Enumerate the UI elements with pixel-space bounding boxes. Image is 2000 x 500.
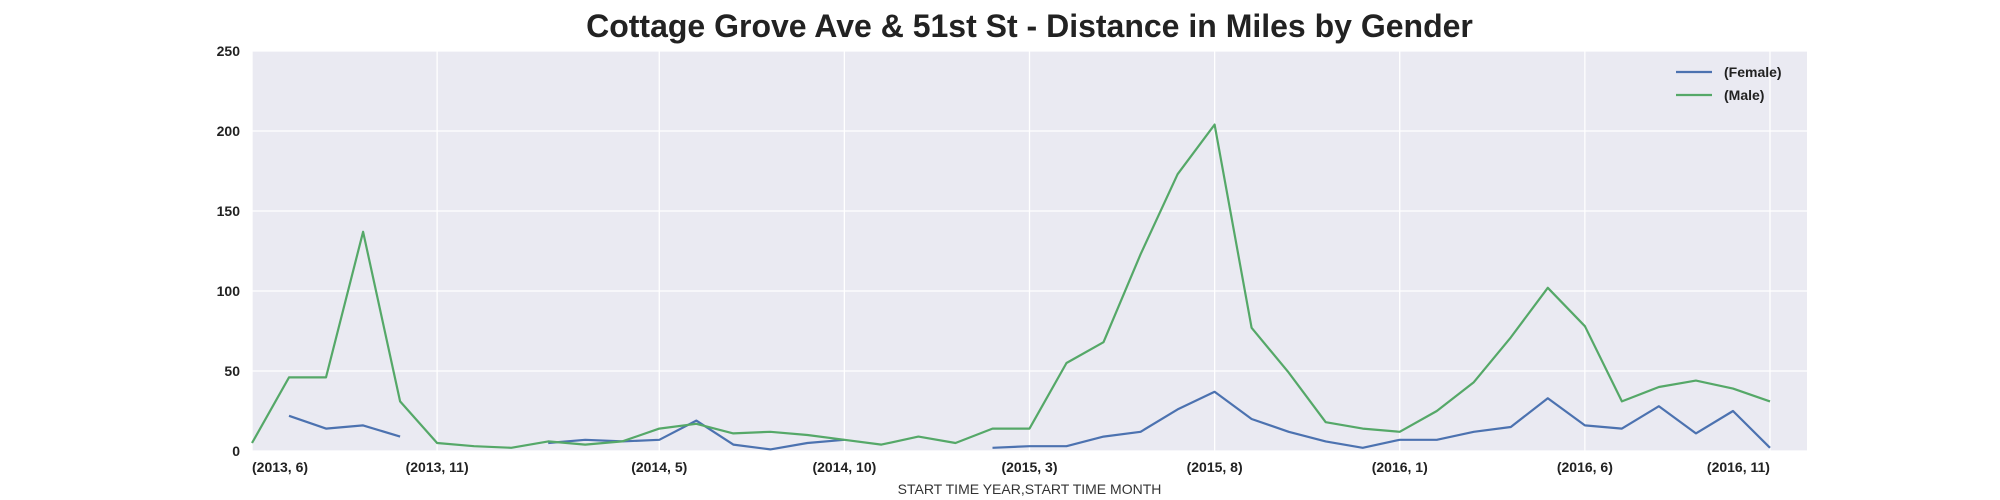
chart-title: Cottage Grove Ave & 51st St - Distance i… — [586, 8, 1473, 44]
x-tick-label: (2014, 10) — [812, 459, 876, 475]
y-tick-label-0: 0 — [232, 443, 240, 459]
x-tick-label: (2014, 5) — [631, 459, 687, 475]
series-1 — [251, 123, 1771, 449]
x-tick-label: (2015, 8) — [1187, 459, 1243, 475]
x-axis-ticks: (2013, 6) (2013, 11) (2014, 5) (2014, 10) (2… — [252, 459, 1770, 475]
y-tick-label-250: 250 — [217, 43, 241, 59]
x-tick-label: (2016, 6) — [1557, 459, 1613, 475]
x-axis-label: START TIME YEAR,START TIME MONTH — [897, 481, 1162, 497]
legend-label-0: (Female) — [1724, 64, 1782, 80]
x-tick-label: (2013, 11) — [406, 459, 469, 475]
y-tick-label-100: 100 — [217, 283, 241, 299]
legend-label-1: (Male) — [1724, 87, 1764, 103]
y-tick-label-50: 50 — [224, 363, 240, 379]
legend: (Female) (Male) — [1676, 64, 1782, 103]
y-tick-label-150: 150 — [217, 203, 241, 219]
grid-lines — [251, 50, 1807, 452]
series-line-segment — [288, 414, 401, 438]
series-0 — [288, 390, 1771, 451]
x-tick-label: (2016, 11) — [1707, 459, 1770, 475]
x-tick-label: (2016, 1) — [1372, 459, 1428, 475]
series-line-segment — [548, 419, 845, 451]
series-line-segment — [251, 123, 1771, 449]
y-tick-label-200: 200 — [217, 123, 241, 139]
series-lines — [251, 123, 1771, 451]
series-line-segment — [992, 390, 1771, 449]
x-tick-label: (2013, 6) — [252, 459, 308, 475]
y-axis-ticks: 0 50 100 150 200 250 — [217, 43, 241, 459]
x-tick-label: (2015, 3) — [1001, 459, 1057, 475]
